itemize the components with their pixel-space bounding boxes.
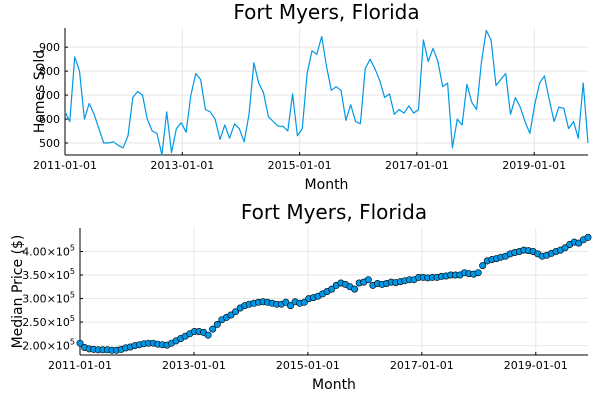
y-tick-mantissa: 2.00 [22,340,47,353]
y-tick-label: 2.00×105 [22,338,75,353]
y-tick-label: 4.00×105 [22,244,75,259]
data-point [204,331,212,339]
x-tick-label: 2011-01-01 [33,159,97,172]
y-tick-label: 600 [39,113,60,126]
axes-frame [64,28,588,156]
y-tick-exponent: 5 [70,338,75,347]
y-tick-exponent: 5 [70,314,75,323]
data-point [351,285,359,293]
data-point [76,339,84,347]
data-point [364,276,372,284]
y-tick-mantissa: 2.50 [22,316,47,329]
data-point [286,302,294,310]
y-tick-mantissa: 3.00 [22,293,47,306]
x-tick-label: 2017-01-01 [385,159,449,172]
y-tick-base: ×10 [47,316,70,329]
chart-title: Fort Myers, Florida [241,200,427,224]
y-tick-exponent: 5 [70,291,75,300]
y-axis-label: Homes Sold [32,50,48,133]
x-tick-label: 2015-01-01 [276,359,340,372]
y-tick-base: ×10 [47,293,70,306]
series-points [76,233,592,354]
y-axis-label: Median Price ($) [10,235,26,349]
x-tick-label: 2013-01-01 [150,159,214,172]
y-tick-label: 800 [39,65,60,78]
grid [64,28,588,155]
data-point [479,262,487,270]
x-tick-label: 2019-01-01 [502,159,566,172]
y-tick-label: 900 [39,41,60,54]
data-point [584,233,592,241]
data-point [328,285,336,293]
chart-title: Fort Myers, Florida [233,0,419,24]
y-tick-base: ×10 [47,340,70,353]
y-tick-exponent: 5 [70,244,75,253]
data-point [474,269,482,277]
x-axis-label: Month [305,177,349,193]
y-tick-label: 500 [39,137,60,150]
x-tick-label: 2017-01-01 [390,359,454,372]
x-axis-label: Month [312,377,356,393]
homes-sold-panel: 2011-01-01 2013-01-01 2015-01-01 2017-01-01… [32,0,589,193]
y-tick-label: 3.50×105 [22,267,75,282]
x-tick-label: 2015-01-01 [268,159,332,172]
axes-frame [79,228,588,356]
y-tick-mantissa: 4.00 [22,246,47,259]
data-point [213,320,221,328]
x-tick-label: 2013-01-01 [162,359,226,372]
x-tick-label: 2019-01-01 [504,359,568,372]
y-tick-base: ×10 [47,246,70,259]
series-line [64,29,589,156]
y-tick-base: ×10 [47,269,70,282]
data-point [232,308,240,316]
data-point [300,298,308,306]
x-tick-label: 2011-01-01 [48,359,112,372]
y-tick-label: 700 [39,89,60,102]
y-tick-label: 3.00×105 [22,291,75,306]
median-price-panel: 2011-01-01 2013-01-01 2015-01-01 2017-01-01… [10,200,592,393]
data-point [209,325,217,333]
y-tick-exponent: 5 [70,267,75,276]
y-tick-mantissa: 3.50 [22,269,47,282]
y-tick-label: 2.50×105 [22,314,75,329]
